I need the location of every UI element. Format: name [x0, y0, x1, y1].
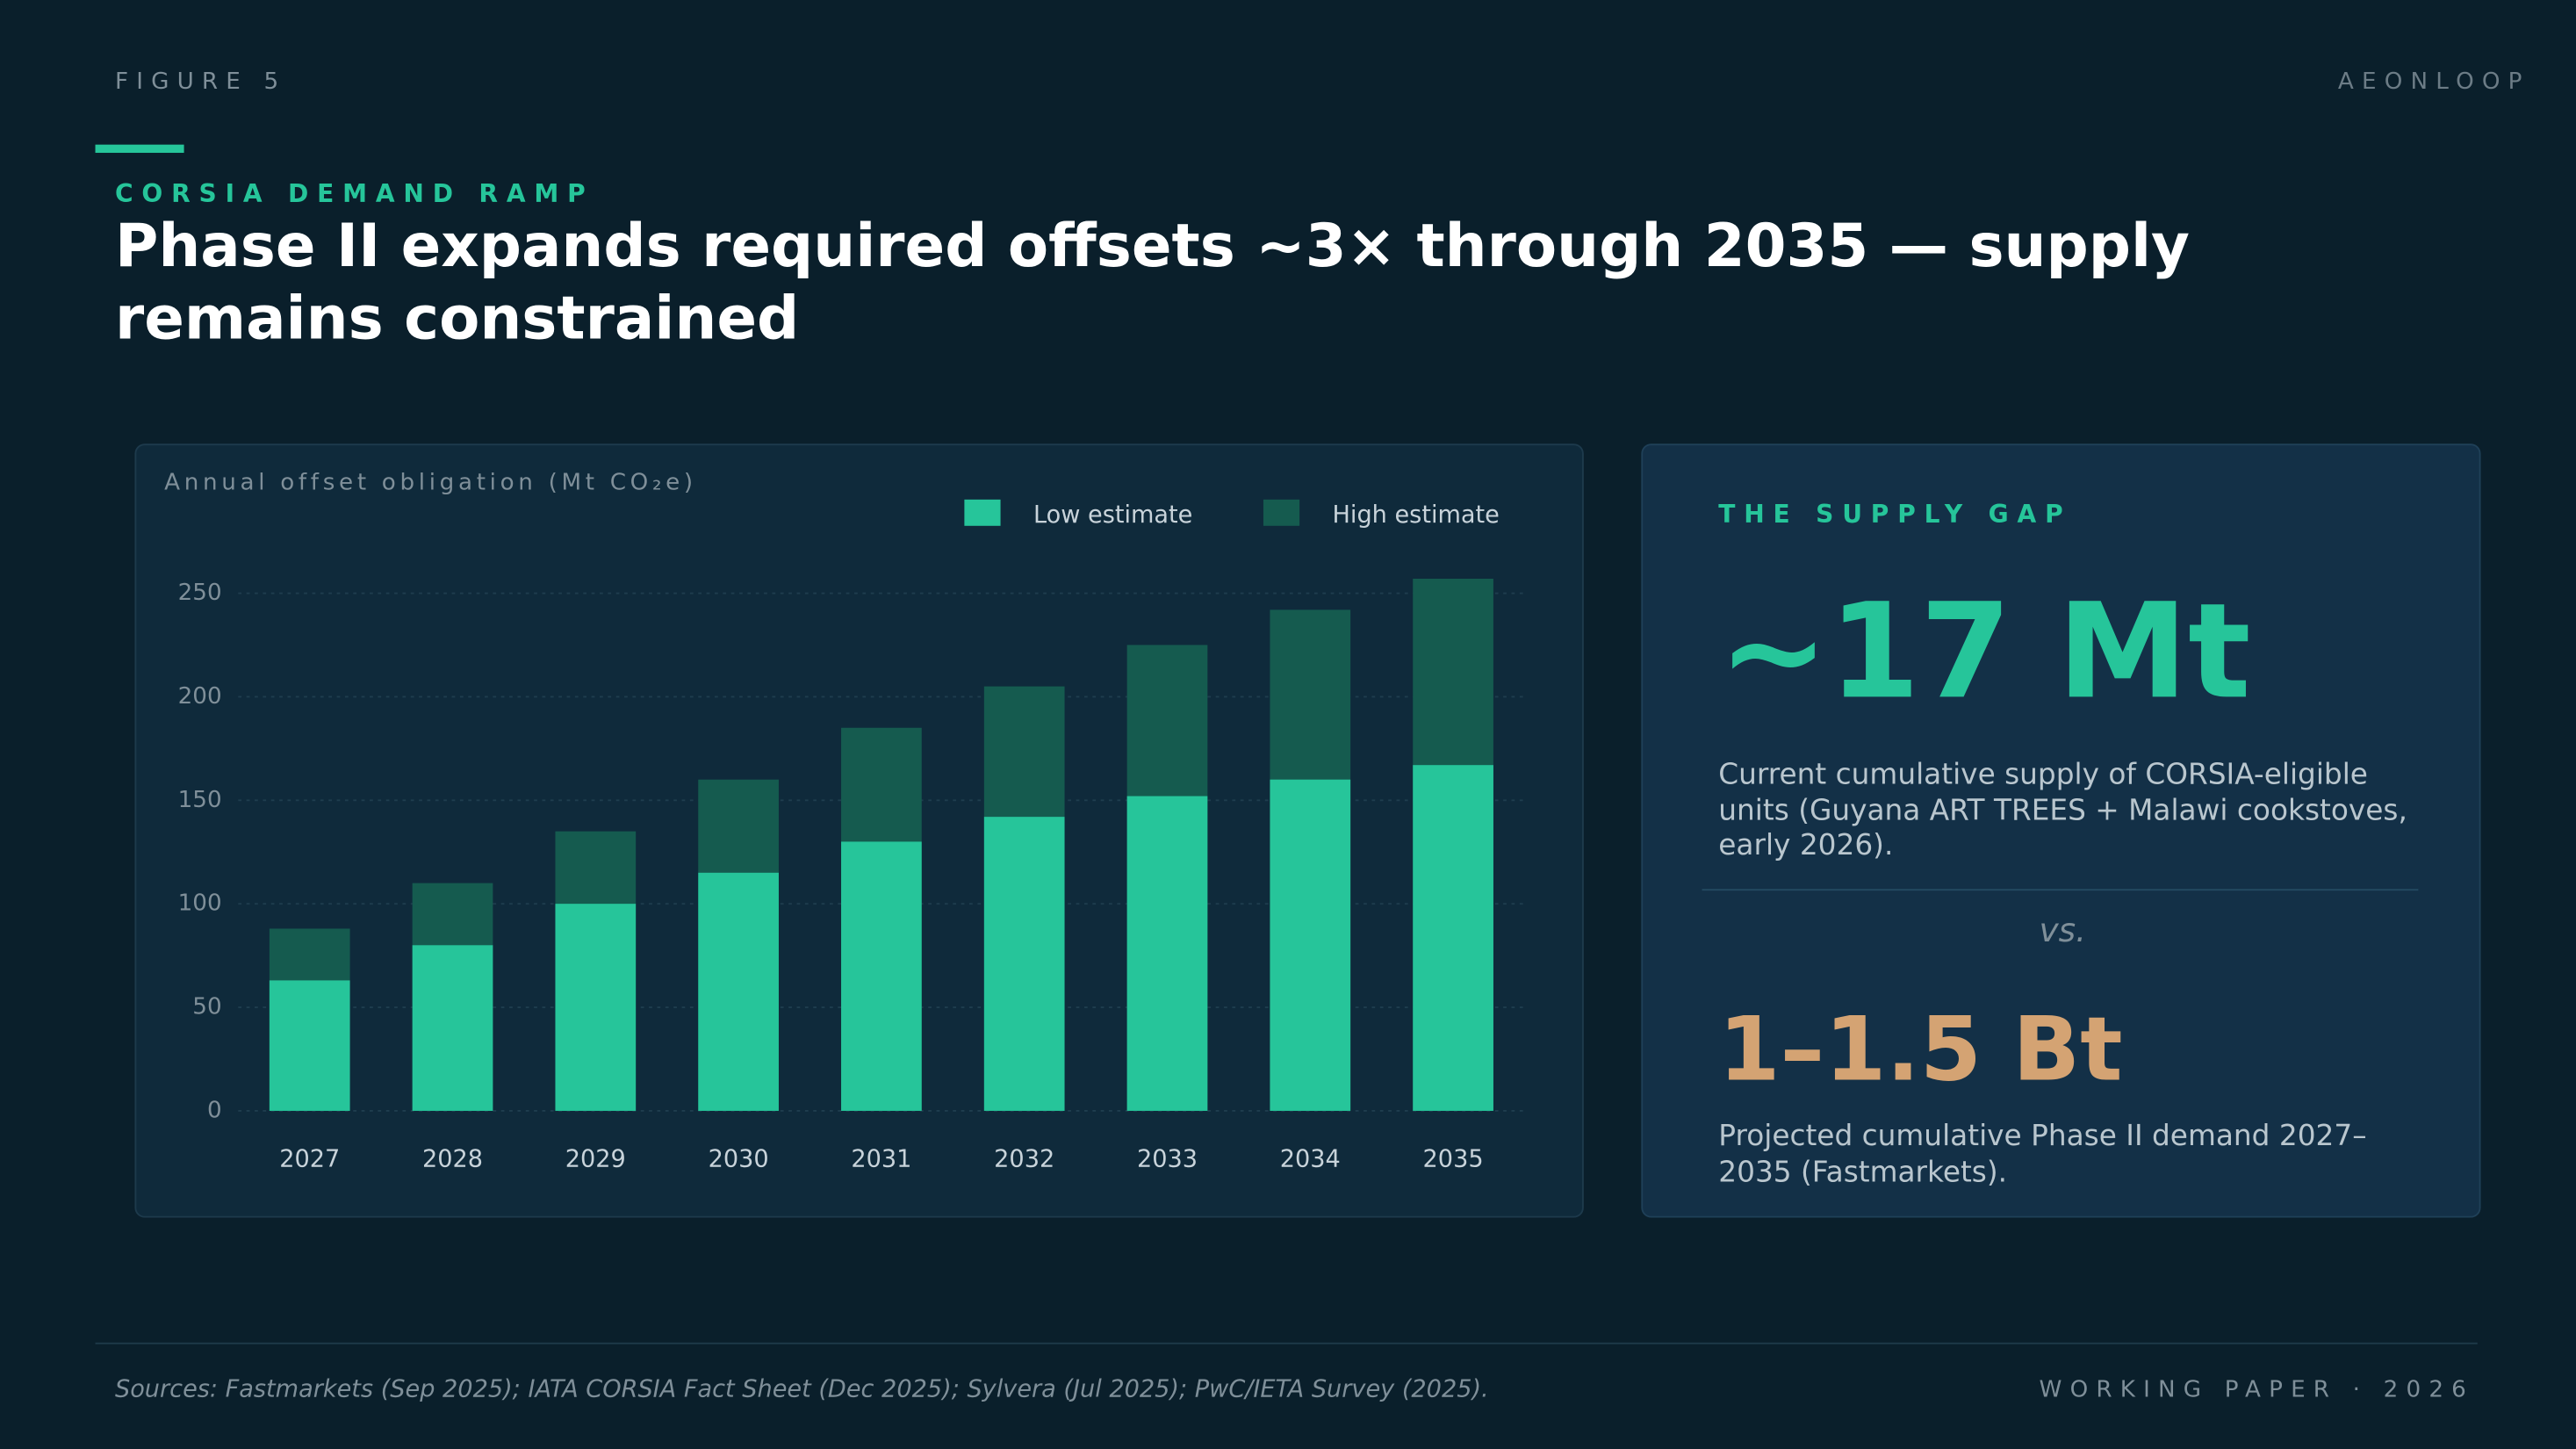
accent-bar — [95, 144, 184, 154]
divider — [1702, 889, 2419, 891]
x-tick-label: 2033 — [1137, 1146, 1198, 1173]
x-tick-label: 2035 — [1423, 1146, 1484, 1173]
supply-description: Current cumulative supply of CORSIA-elig… — [1718, 759, 2407, 863]
bar — [983, 817, 1065, 1111]
demand-value: 1–1.5 Bt — [1718, 997, 2123, 1101]
bar — [1413, 765, 1493, 1111]
bar — [1126, 796, 1208, 1111]
demand-description: Projected cumulative Phase II demand 202… — [1718, 1121, 2367, 1189]
kicker: CORSIA DEMAND RAMP — [114, 178, 594, 209]
sources: Sources: Fastmarkets (Sep 2025); IATA CO… — [114, 1377, 1489, 1404]
title: Phase II expands required offsets ~3× th… — [114, 213, 2190, 354]
bar — [269, 980, 350, 1111]
bar — [841, 841, 922, 1111]
bar — [1270, 779, 1351, 1111]
footer-rule — [95, 1342, 2478, 1344]
chart: Annual offset obligation (Mt CO₂e) 0 50 10… — [164, 470, 1525, 1173]
chart-card: Annual offset obligation (Mt CO₂e) 0 50 10… — [134, 443, 1584, 1218]
x-tick-label: 2028 — [422, 1146, 483, 1173]
y-tick-label: 50 — [192, 994, 221, 1020]
x-tick-label: 2029 — [565, 1146, 626, 1173]
bar — [412, 945, 493, 1111]
x-tick-label: 2032 — [994, 1146, 1054, 1173]
panel-label: THE SUPPLY GAP — [1718, 499, 2072, 530]
y-axis-label: Annual offset obligation (Mt CO₂e) — [164, 470, 697, 496]
y-tick-label: 0 — [207, 1097, 222, 1123]
brand: AEONLOOP — [2337, 68, 2530, 96]
x-tick-label: 2034 — [1280, 1146, 1341, 1173]
y-tick-label: 150 — [178, 787, 222, 813]
supply-value: ~17 Mt — [1718, 574, 2251, 728]
supply-gap-panel: THE SUPPLY GAP ~17 Mt Current cumulative… — [1641, 443, 2481, 1218]
legend-label: Low estimate — [1033, 501, 1192, 529]
legend-label: High estimate — [1333, 501, 1500, 529]
y-tick-label: 100 — [178, 890, 222, 917]
x-tick-label: 2030 — [709, 1146, 769, 1173]
paper-label: WORKING PAPER · 2026 — [2039, 1377, 2475, 1404]
vs-label: vs. — [2039, 910, 2087, 950]
y-tick-label: 250 — [178, 580, 222, 606]
bar — [698, 872, 779, 1111]
y-tick-label: 200 — [178, 683, 222, 710]
bar — [555, 904, 637, 1111]
legend-swatch — [964, 499, 1001, 526]
figure-label: FIGURE 5 — [114, 68, 287, 96]
legend-swatch — [1263, 499, 1300, 526]
x-tick-label: 2027 — [279, 1146, 340, 1173]
x-tick-label: 2031 — [851, 1146, 911, 1173]
